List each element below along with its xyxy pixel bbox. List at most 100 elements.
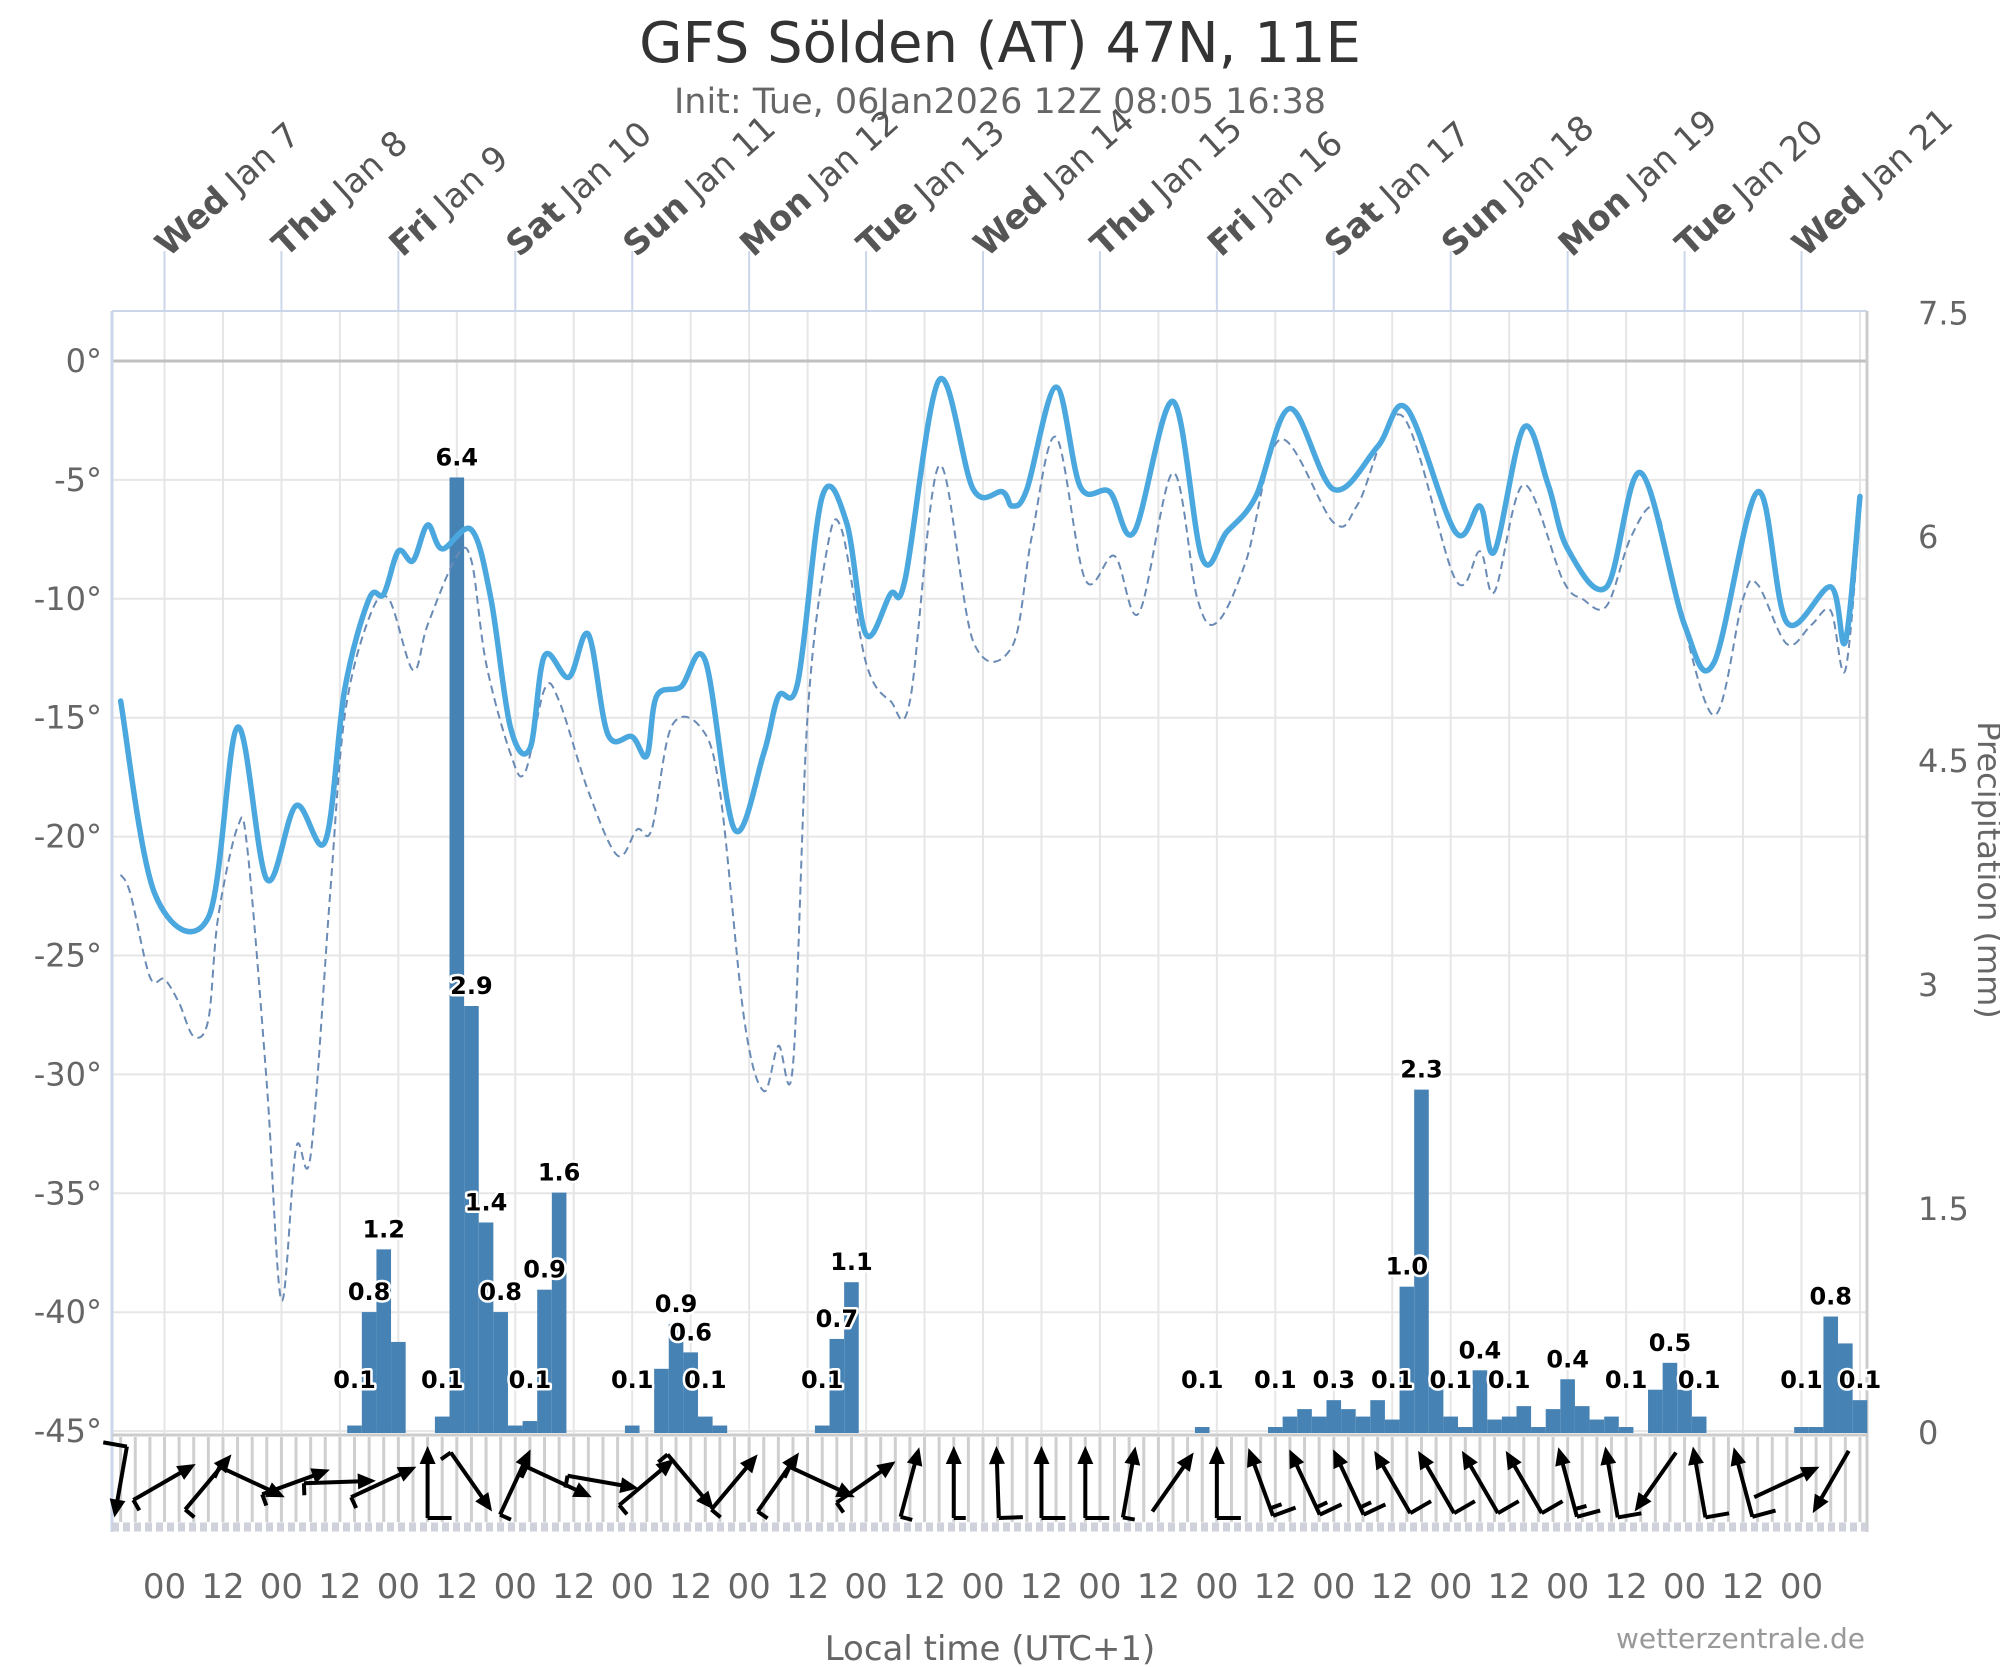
wind-barb-icon — [1374, 1450, 1433, 1515]
wind-barb-icon — [782, 1464, 855, 1498]
day-date: Jan 13 — [905, 112, 1012, 214]
bottom-axis-tick-label: 00 — [1312, 1567, 1355, 1607]
wind-barb-full — [1617, 1511, 1642, 1520]
day-date: Jan 18 — [1495, 108, 1602, 210]
precipitation-bar — [1560, 1379, 1575, 1433]
precipitation-bar — [1341, 1409, 1356, 1433]
wind-barb-icon — [498, 1449, 531, 1522]
precipitation-bar — [624, 1425, 640, 1433]
wind-barb-icon — [563, 1473, 639, 1494]
day-date: Jan 16 — [1243, 123, 1350, 225]
wind-barb-shaft — [1150, 1459, 1190, 1513]
precipitation-bar — [1574, 1406, 1590, 1433]
wind-barb-shaft — [303, 1479, 366, 1486]
precipitation-bar — [1794, 1427, 1809, 1433]
wind-barb-full — [998, 1515, 1023, 1520]
precipitation-value-label: 0.8 — [348, 1278, 391, 1306]
bottom-axis-tick-label: 12 — [1604, 1567, 1647, 1607]
precipitation-bar — [1838, 1343, 1853, 1433]
wind-barb-half — [1122, 1515, 1136, 1522]
bottom-axis-tick-label: 00 — [844, 1567, 887, 1607]
wind-barb-half — [710, 1508, 722, 1519]
dewpoint-line — [119, 413, 1861, 1302]
right-axis-tick-label: 7.5 — [1918, 294, 1969, 332]
precipitation-value-label: 0.1 — [1371, 1366, 1414, 1394]
precipitation-bar — [697, 1416, 713, 1433]
wind-barb-shaft — [1465, 1458, 1500, 1515]
precipitation-bar — [1355, 1416, 1371, 1433]
precipitation-bar — [654, 1368, 669, 1433]
wind-barb-half — [657, 1452, 669, 1464]
wind-barb-half — [1269, 1502, 1283, 1511]
precipitation-bar — [1311, 1416, 1327, 1433]
precipitation-value-label: 1.4 — [465, 1188, 508, 1216]
wind-arrowhead — [739, 1454, 758, 1474]
precipitation-value-label: 0.8 — [1809, 1283, 1852, 1311]
right-axis-tick-label: 6 — [1918, 518, 1938, 556]
bottom-axis-tick-label: 12 — [669, 1567, 712, 1607]
day-date: Jan 11 — [676, 108, 783, 210]
chart-subtitle: Init: Tue, 06Jan2026 12Z 08:05 16:38 — [674, 82, 1326, 122]
wind-barb-icon — [1730, 1447, 1777, 1519]
precipitation-bar — [478, 1222, 494, 1433]
precipitation-value-label: 1.2 — [362, 1215, 405, 1243]
left-axis-tick-label: -35° — [34, 1174, 102, 1212]
precipitation-bar — [1516, 1406, 1532, 1433]
wind-barb-shaft — [114, 1446, 129, 1508]
wind-barb-shaft — [1604, 1456, 1620, 1518]
precipitation-bar — [376, 1249, 392, 1433]
x-axis-title: Local time (UTC+1) — [825, 1629, 1156, 1667]
wind-barb-full — [1751, 1508, 1777, 1519]
precipitation-value-label: 0.1 — [333, 1366, 376, 1394]
wind-barb-icon — [898, 1447, 923, 1522]
wind-barb-full — [1576, 1508, 1601, 1519]
bottom-axis-tick-label: 12 — [1020, 1567, 1063, 1607]
precipitation-bar — [493, 1312, 508, 1433]
bottom-axis-tick-label: 12 — [786, 1567, 829, 1607]
precipitation-bar — [522, 1421, 538, 1433]
precipitation-value-label: 1.0 — [1386, 1253, 1429, 1281]
credit-link[interactable]: wetterzentrale.de — [1616, 1622, 1865, 1655]
wind-barb-icon — [1333, 1449, 1387, 1517]
wind-barb-shaft — [1291, 1457, 1322, 1516]
wind-barb-icon — [1120, 1446, 1141, 1522]
precipitation-value-label: 0.1 — [1839, 1366, 1882, 1394]
wind-barb-shaft — [1753, 1469, 1812, 1500]
left-axis-tick-label: -15° — [34, 699, 102, 737]
wind-arrowhead — [357, 1473, 376, 1490]
wind-barb-shaft — [788, 1464, 847, 1495]
precipitation-bar — [683, 1352, 698, 1433]
precipitation-value-label: 0.9 — [655, 1290, 698, 1318]
right-axis-tick-label: 1.5 — [1918, 1190, 1969, 1228]
precipitation-bar — [449, 477, 465, 1434]
bottom-axis-tick-label: 00 — [1663, 1567, 1706, 1607]
wind-barb-icon — [834, 1461, 896, 1514]
temperature-line — [117, 375, 1863, 935]
precipitation-value-label: 1.6 — [538, 1159, 581, 1187]
wind-arrowhead — [1812, 1493, 1829, 1514]
precipitation-bar — [1326, 1400, 1342, 1433]
wind-strip — [102, 1437, 1867, 1532]
wind-arrowhead — [696, 1490, 714, 1510]
precipitation-bars — [347, 477, 1868, 1434]
wind-barb-half — [260, 1493, 269, 1507]
wind-barb-icon — [1150, 1452, 1194, 1513]
wind-barb-half — [131, 1499, 142, 1512]
precipitation-value-label: 6.4 — [436, 443, 479, 471]
wind-barb-shaft — [1558, 1456, 1579, 1518]
precipitation-bar — [1545, 1409, 1561, 1433]
precipitation-bar — [1194, 1427, 1210, 1433]
wind-barb-icon — [988, 1446, 1023, 1520]
wind-barb-icon — [1247, 1448, 1297, 1518]
wind-barb-icon — [1077, 1446, 1110, 1520]
precipitation-bar — [347, 1425, 362, 1433]
precipitation-value-label: 0.1 — [1488, 1366, 1531, 1394]
precipitation-value-label: 0.1 — [801, 1366, 844, 1394]
wind-barb-icon — [1505, 1450, 1564, 1515]
wind-arrowhead — [876, 1461, 896, 1479]
precipitation-bar — [507, 1425, 523, 1433]
wind-barb-full — [1362, 1502, 1387, 1517]
precipitation-bar — [391, 1341, 406, 1433]
bottom-axis-tick-label: 00 — [1780, 1567, 1823, 1607]
